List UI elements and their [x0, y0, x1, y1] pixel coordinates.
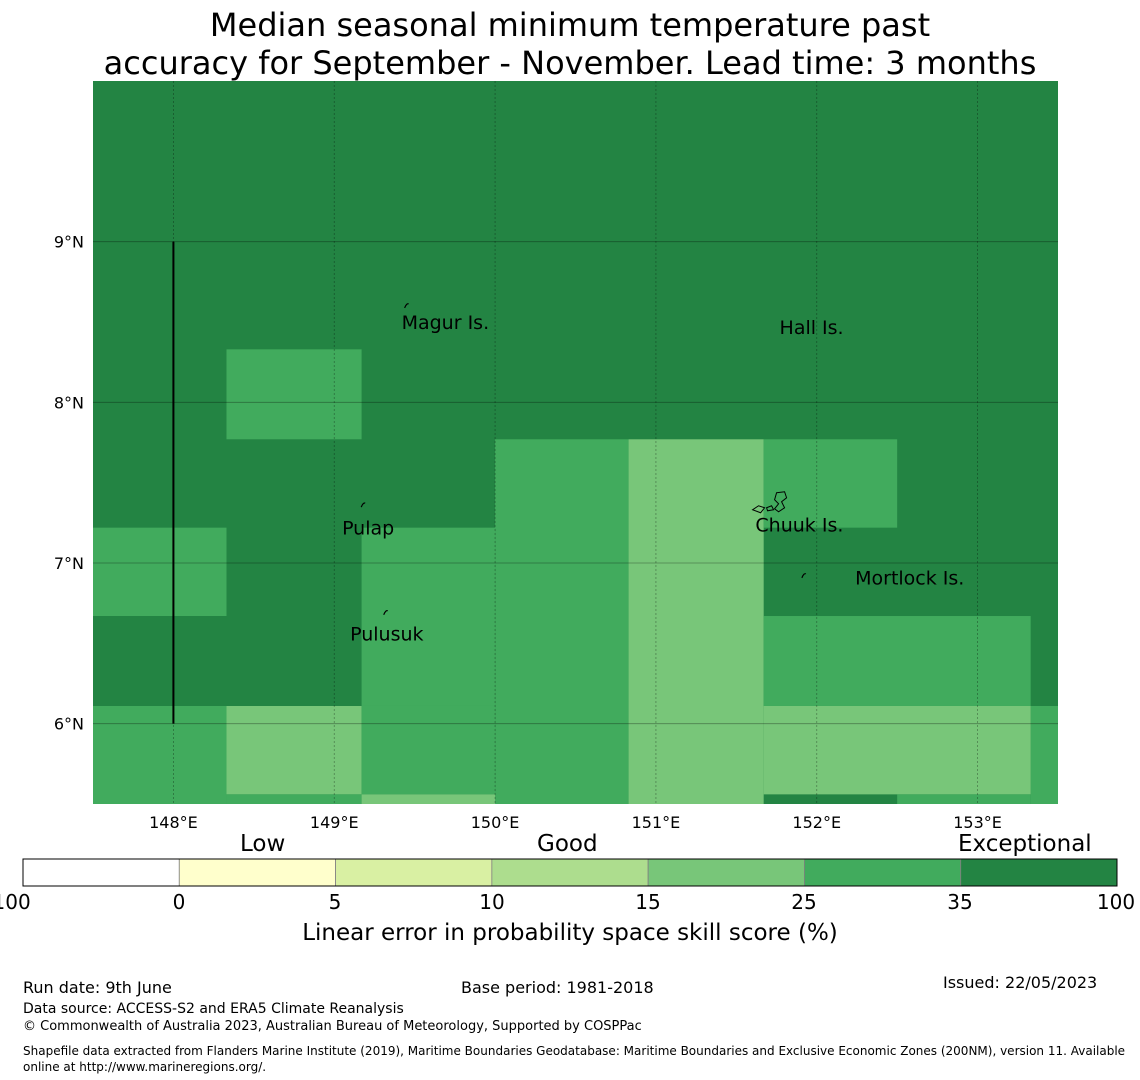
place-label: Chuuk Is. — [755, 514, 843, 536]
map-area — [93, 81, 1058, 804]
skill-cell — [495, 439, 629, 804]
islet-outline — [801, 573, 807, 579]
place-label: Mortlock Is. — [855, 567, 964, 589]
colorbar-swatch — [647, 858, 805, 887]
islet-outline — [383, 610, 388, 616]
lon-tick-label: 149°E — [310, 813, 359, 832]
place-label: Pulusuk — [350, 624, 423, 646]
islet-outline — [360, 502, 366, 508]
colorbar-category-exceptional: Exceptional — [958, 831, 1092, 857]
skill-cell — [897, 794, 1031, 804]
lat-tick-label: 7°N — [54, 554, 84, 573]
skill-cell — [1030, 705, 1058, 804]
skill-cell — [93, 527, 227, 617]
chuuk-islands-outline — [751, 491, 788, 514]
base-period: Base period: 1981-2018 — [461, 978, 654, 997]
colorbar-swatch — [335, 858, 493, 887]
colorbar-tick: 100 — [1096, 890, 1136, 914]
skill-cell — [628, 439, 764, 804]
lon-tick-label: 151°E — [632, 813, 681, 832]
lon-tick-label: 153°E — [953, 813, 1002, 832]
skill-cell — [763, 616, 1031, 706]
map-title: Median seasonal minimum temperature past… — [0, 6, 1140, 82]
lat-tick-label: 9°N — [54, 233, 84, 252]
lon-tick-label: 152°E — [792, 813, 841, 832]
skill-cell — [361, 527, 496, 706]
colorbar-swatch — [960, 858, 1118, 887]
skill-cell — [226, 349, 362, 440]
colorbar-tick: 10 — [479, 890, 505, 914]
colorbar-swatch — [178, 858, 336, 887]
colorbar-swatch — [804, 858, 962, 887]
colorbar-tick: 0 — [172, 890, 186, 914]
colorbar-category-good: Good — [537, 831, 598, 857]
islet-outline — [404, 303, 409, 309]
colorbar-tick: -100 — [0, 890, 31, 914]
title-line-1: Median seasonal minimum temperature past — [209, 6, 931, 44]
colorbar-frame — [22, 858, 1118, 887]
colorbar-label: Linear error in probability space skill … — [302, 920, 838, 946]
skill-cell — [93, 705, 227, 804]
lon-tick-label: 150°E — [471, 813, 520, 832]
run-date: Run date: 9th June — [23, 978, 172, 997]
skill-cell — [763, 439, 898, 528]
lon-tick-label: 148°E — [149, 813, 198, 832]
title-line-2: accuracy for September - November. Lead … — [103, 44, 1037, 82]
colorbar-swatch — [491, 858, 649, 887]
place-label: Hall Is. — [780, 317, 844, 339]
colorbar-category-low: Low — [240, 831, 286, 857]
colorbar-tick: 15 — [635, 890, 661, 914]
colorbar-tick: 35 — [947, 890, 973, 914]
place-label: Magur Is. — [402, 312, 490, 334]
copyright: © Commonwealth of Australia 2023, Austra… — [23, 1019, 642, 1034]
lat-tick-label: 6°N — [54, 715, 84, 734]
issued-date: Issued: 22/05/2023 — [943, 973, 1098, 992]
skill-cell — [226, 794, 362, 804]
skill-cell — [361, 794, 496, 804]
shapefile-credit: Shapefile data extracted from Flanders M… — [23, 1044, 1126, 1074]
skill-cell — [361, 705, 496, 795]
colorbar-tick: 25 — [791, 890, 817, 914]
skill-cell — [226, 705, 362, 795]
skill-cell — [763, 705, 1031, 795]
colorbar-swatch — [22, 858, 180, 887]
data-source: Data source: ACCESS-S2 and ERA5 Climate … — [23, 1001, 404, 1017]
colorbar-tick: 5 — [328, 890, 342, 914]
lat-tick-label: 8°N — [54, 393, 84, 412]
place-label: Pulap — [342, 518, 394, 540]
